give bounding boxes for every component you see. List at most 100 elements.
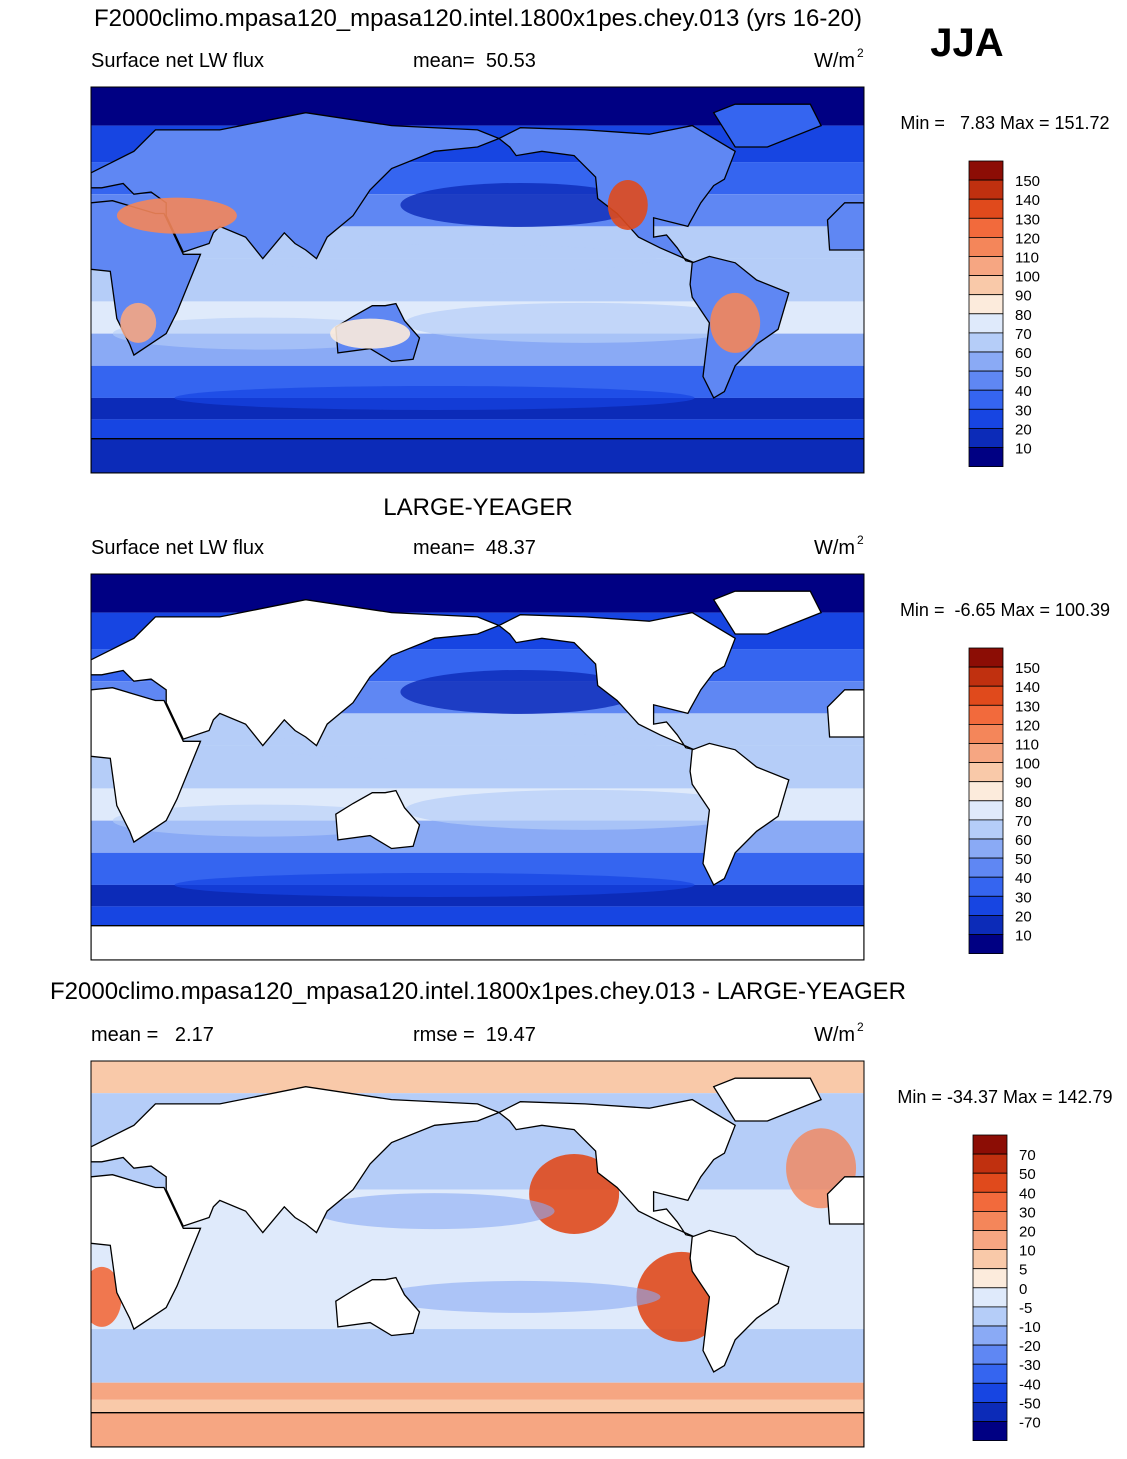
colorbar-label: -5	[1019, 1300, 1032, 1317]
map	[91, 87, 864, 473]
land	[826, 202, 864, 251]
colorbar-box	[968, 724, 1004, 744]
colorbar-box	[968, 236, 1004, 257]
units: W/m	[814, 50, 855, 72]
colorbar-label: 20	[1015, 421, 1032, 438]
colorbar-label: 0	[1019, 1281, 1027, 1298]
colorbar-label: 70	[1015, 813, 1032, 830]
map-feature	[256, 244, 657, 273]
map-feature	[91, 1266, 122, 1327]
colorbar-label: 40	[1019, 1185, 1036, 1202]
land	[91, 687, 202, 844]
map-feature	[400, 669, 641, 714]
subtitle-center: mean= 50.53	[413, 50, 536, 72]
colorbar-label: 40	[1015, 870, 1032, 887]
colorbar-label: 30	[1015, 402, 1032, 419]
colorbar-label: 40	[1015, 383, 1032, 400]
units: W/m	[814, 1024, 855, 1046]
colorbar-label: -40	[1019, 1376, 1041, 1393]
subtitle-left: mean = 2.17	[91, 1024, 214, 1046]
colorbar-box	[968, 743, 1004, 764]
colorbar-box	[968, 332, 1004, 353]
colorbar-label: 5	[1019, 1262, 1027, 1279]
colorbar-box	[972, 1211, 1008, 1231]
colorbar-label: 70	[1019, 1147, 1036, 1164]
colorbar-label: 10	[1015, 928, 1032, 945]
colorbar-label: 100	[1015, 269, 1040, 286]
map-frame	[90, 1060, 865, 1448]
colorbar-box	[968, 370, 1004, 391]
colorbar-label: -50	[1019, 1395, 1041, 1412]
map-feature	[120, 302, 157, 343]
colorbar-box	[972, 1172, 1008, 1193]
panel-title: F2000climo.mpasa120_mpasa120.intel.1800x…	[94, 5, 862, 32]
colorbar-label: 130	[1015, 698, 1040, 715]
land	[335, 789, 421, 850]
colorbar-box	[968, 256, 1004, 277]
land	[497, 1098, 737, 1238]
land	[91, 1412, 864, 1447]
colorbar-box	[968, 666, 1004, 687]
colorbar-label: 150	[1015, 173, 1040, 190]
land	[91, 1086, 501, 1234]
range-label: Min = -34.37 Max = 142.79	[897, 1087, 1112, 1107]
colorbar-box	[972, 1191, 1008, 1212]
colorbar-box	[968, 895, 1004, 916]
colorbar-label: 110	[1015, 737, 1039, 754]
land	[91, 1174, 202, 1331]
map-feature	[710, 292, 761, 353]
panel-title: LARGE-YEAGER	[383, 494, 572, 521]
colorbar-box	[972, 1268, 1008, 1289]
map-band	[91, 1329, 864, 1383]
colorbar-box	[968, 647, 1004, 668]
subtitle-center: rmse = 19.47	[413, 1024, 536, 1046]
colorbar-box	[972, 1230, 1008, 1251]
colorbar-box	[968, 198, 1004, 219]
range-label: Min = 7.83 Max = 151.72	[900, 113, 1109, 133]
colorbar-box	[968, 838, 1004, 859]
colorbar-box	[972, 1249, 1008, 1270]
colorbar-box	[968, 427, 1004, 448]
subtitle-left: Surface net LW flux	[91, 50, 264, 72]
colorbar-box	[972, 1402, 1008, 1422]
colorbar-box	[968, 447, 1004, 468]
colorbar-label: 20	[1015, 908, 1032, 925]
map	[91, 574, 864, 960]
panel-title: F2000climo.mpasa120_mpasa120.intel.1800x…	[50, 978, 906, 1005]
colorbar-label: 70	[1015, 326, 1032, 343]
colorbar-box	[972, 1325, 1008, 1346]
land	[689, 742, 790, 886]
map-frame	[90, 86, 865, 474]
colorbar-box	[968, 876, 1004, 897]
colorbar-label: 30	[1015, 889, 1032, 906]
land	[712, 1077, 823, 1122]
colorbar-box	[968, 704, 1004, 725]
colorbar-box	[968, 800, 1004, 821]
colorbar-label: 10	[1015, 441, 1032, 458]
colorbar-box	[968, 857, 1004, 878]
colorbar-label: 110	[1015, 250, 1039, 267]
units-power: 2	[857, 46, 864, 60]
subtitle-center: mean= 48.37	[413, 537, 536, 559]
colorbar-box	[968, 819, 1004, 840]
map	[91, 1061, 864, 1447]
colorbar-label: 60	[1015, 345, 1032, 362]
colorbar-box	[968, 313, 1004, 334]
colorbar-box	[968, 275, 1004, 296]
map-feature	[256, 731, 657, 760]
colorbar-box	[972, 1287, 1008, 1308]
colorbar-box	[968, 351, 1004, 372]
subtitle-left: Surface net LW flux	[91, 537, 264, 559]
colorbar-box	[972, 1344, 1008, 1365]
colorbar-box	[968, 294, 1004, 315]
land	[712, 103, 823, 148]
colorbar-box	[972, 1382, 1008, 1403]
colorbar-box	[968, 179, 1004, 200]
colorbar-label: 80	[1015, 794, 1032, 811]
land	[826, 689, 864, 738]
units-power: 2	[857, 1020, 864, 1034]
colorbar-label: 50	[1019, 1166, 1036, 1183]
map-frame	[90, 573, 865, 961]
colorbar-label: 60	[1015, 832, 1032, 849]
